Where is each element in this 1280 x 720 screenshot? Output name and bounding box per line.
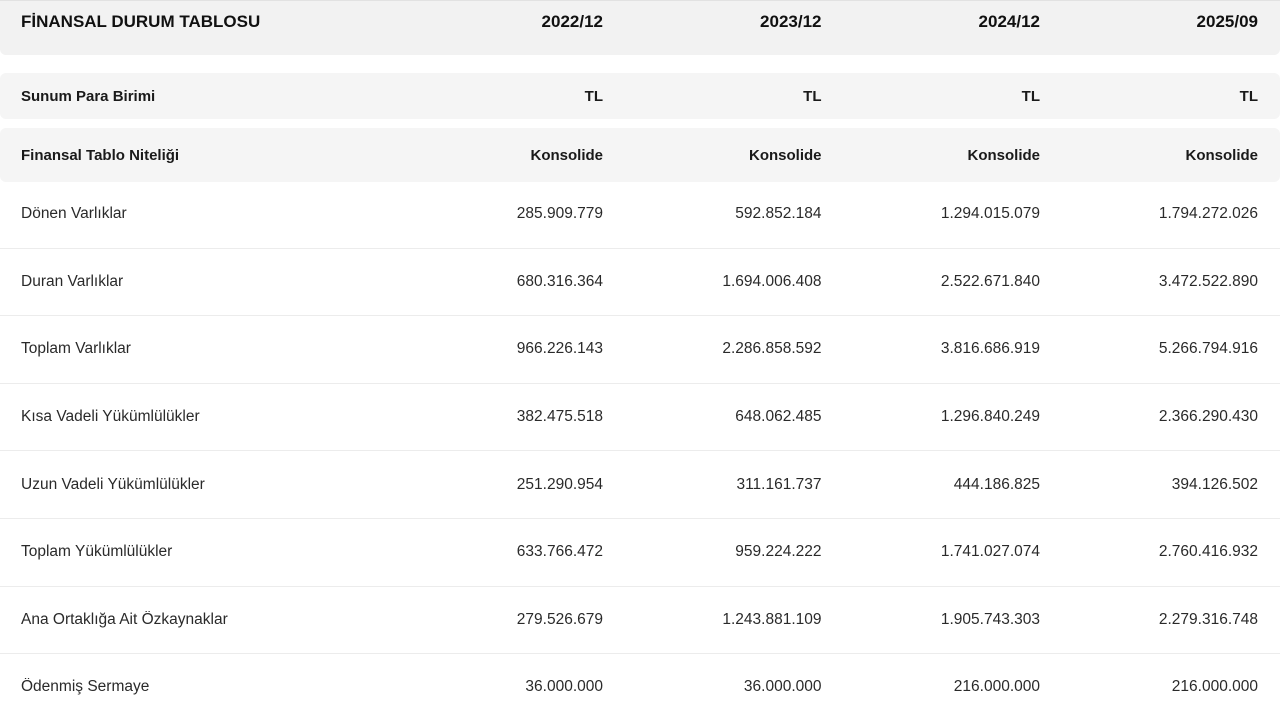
cell-value: TL <box>1021 87 1040 105</box>
row-label: Finansal Tablo Niteliği <box>21 146 180 164</box>
period-header: 2025/09 <box>1196 12 1258 31</box>
cell-value: 680.316.364 <box>516 272 603 290</box>
table-row: Kısa Vadeli Yükümlülükler 382.475.518 64… <box>0 384 1280 452</box>
row-label: Sunum Para Birimi <box>21 87 156 105</box>
row-label: Ödenmiş Sermaye <box>21 678 150 696</box>
cell-value: 633.766.472 <box>516 543 603 561</box>
cell-value: Konsolide <box>1185 146 1258 164</box>
cell-value: 311.161.737 <box>736 475 822 493</box>
cell-value: TL <box>1239 87 1258 105</box>
row-label: Toplam Varlıklar <box>21 340 131 358</box>
row-label: Ana Ortaklığa Ait Özkaynaklar <box>21 610 228 628</box>
cell-value: 382.475.518 <box>516 408 603 426</box>
table-row: Duran Varlıklar 680.316.364 1.694.006.40… <box>0 249 1280 317</box>
row-label: Duran Varlıklar <box>21 272 124 290</box>
period-header: 2022/12 <box>541 12 603 31</box>
cell-value: 2.279.316.748 <box>1158 610 1258 628</box>
cell-value: 959.224.222 <box>735 543 822 561</box>
cell-value: TL <box>584 87 603 105</box>
cell-value: 1.694.006.408 <box>722 272 822 290</box>
cell-value: 394.126.502 <box>1171 475 1258 493</box>
period-header: 2023/12 <box>760 12 822 31</box>
period-header: 2024/12 <box>978 12 1040 31</box>
cell-value: 1.294.015.079 <box>940 205 1040 223</box>
cell-value: 592.852.184 <box>735 205 822 223</box>
table-row: Ana Ortaklığa Ait Özkaynaklar 279.526.67… <box>0 587 1280 655</box>
table-row: Toplam Varlıklar 966.226.143 2.286.858.5… <box>0 316 1280 384</box>
table-row: Ödenmiş Sermaye 36.000.000 36.000.000 21… <box>0 654 1280 720</box>
cell-value: TL <box>803 87 822 105</box>
row-label: Dönen Varlıklar <box>21 205 127 223</box>
cell-value: 285.909.779 <box>516 205 603 223</box>
cell-value: Konsolide <box>748 146 822 164</box>
cell-value: 279.526.679 <box>516 610 603 628</box>
cell-value: 1.243.881.109 <box>722 610 822 628</box>
cell-value: Konsolide <box>967 146 1040 164</box>
cell-value: 216.000.000 <box>953 678 1040 696</box>
cell-value: 966.226.143 <box>516 340 603 358</box>
cell-value: 1.741.027.074 <box>940 543 1040 561</box>
cell-value: 251.290.954 <box>516 475 603 493</box>
cell-value: 1.905.743.303 <box>940 610 1040 628</box>
cell-value: 216.000.000 <box>1171 678 1258 696</box>
cell-value: 444.186.825 <box>953 475 1040 493</box>
cell-value: 648.062.485 <box>735 408 822 426</box>
cell-value: 5.266.794.916 <box>1158 340 1258 358</box>
cell-value: 2.522.671.840 <box>940 272 1040 290</box>
cell-value: Konsolide <box>530 146 603 164</box>
cell-value: 2.760.416.932 <box>1158 543 1258 561</box>
cell-value: 2.366.290.430 <box>1158 408 1258 426</box>
cell-value: 1.794.272.026 <box>1158 205 1258 223</box>
row-label: Kısa Vadeli Yükümlülükler <box>21 408 200 426</box>
cell-value: 3.816.686.919 <box>940 340 1040 358</box>
statement-type-row: Finansal Tablo Niteliği Konsolide Konsol… <box>0 128 1280 182</box>
cell-value: 36.000.000 <box>743 678 822 696</box>
currency-row: Sunum Para Birimi TL TL TL TL <box>0 73 1280 119</box>
table-title: FİNANSAL DURUM TABLOSU <box>21 12 261 31</box>
table-row: Dönen Varlıklar 285.909.779 592.852.184 … <box>0 181 1280 249</box>
table-row: Toplam Yükümlülükler 633.766.472 959.224… <box>0 519 1280 587</box>
cell-value: 1.296.840.249 <box>940 408 1040 426</box>
row-label: Uzun Vadeli Yükümlülükler <box>21 475 205 493</box>
cell-value: 3.472.522.890 <box>1158 272 1258 290</box>
cell-value: 36.000.000 <box>525 678 603 696</box>
table-header: FİNANSAL DURUM TABLOSU 2022/12 2023/12 2… <box>0 0 1280 55</box>
table-row: Uzun Vadeli Yükümlülükler 251.290.954 31… <box>0 451 1280 519</box>
cell-value: 2.286.858.592 <box>722 340 822 358</box>
row-label: Toplam Yükümlülükler <box>21 543 173 561</box>
